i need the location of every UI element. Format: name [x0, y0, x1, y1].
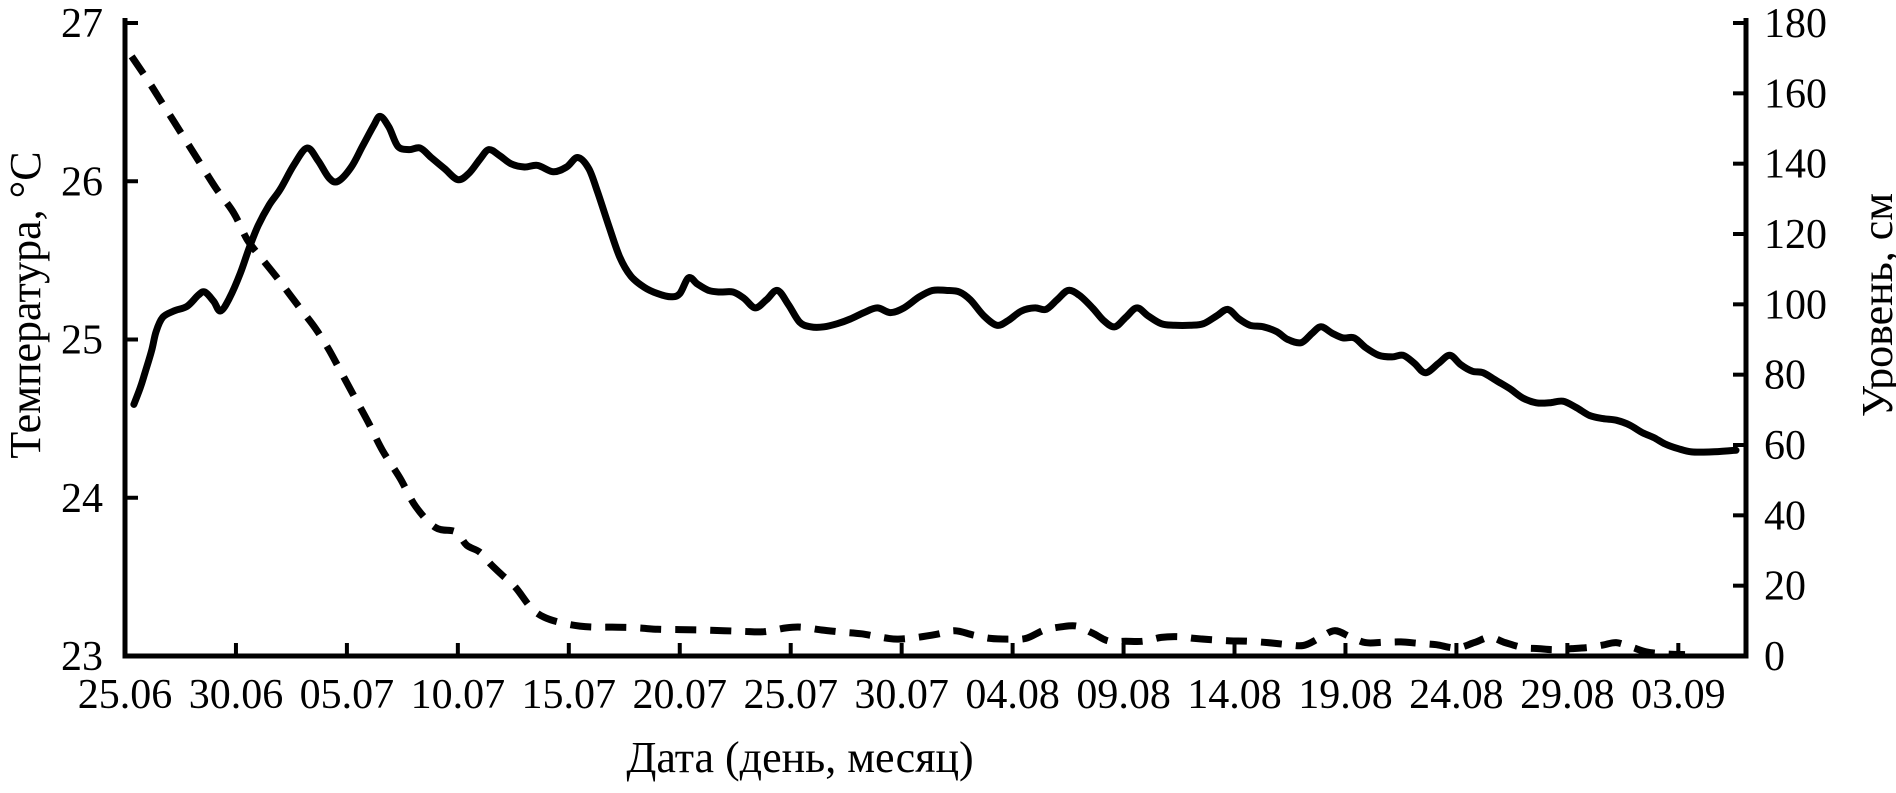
x-tick-label: 19.08 [1298, 672, 1393, 718]
y-right-tick-label: 100 [1764, 282, 1827, 328]
y-right-tick-label: 60 [1764, 423, 1806, 469]
y-left-tick-label: 24 [61, 476, 103, 522]
x-tick-label: 30.07 [854, 672, 949, 718]
x-tick-label: 04.08 [965, 672, 1060, 718]
x-tick-label: 10.07 [411, 672, 506, 718]
y-left-axis-title: Температура, °C [1, 151, 50, 459]
x-tick-label: 24.08 [1409, 672, 1504, 718]
y-left-tick-label: 26 [61, 159, 103, 205]
y-right-tick-label: 40 [1764, 493, 1806, 539]
x-tick-label: 29.08 [1520, 672, 1615, 718]
y-right-tick-label: 20 [1764, 564, 1806, 610]
x-tick-label: 30.06 [189, 672, 284, 718]
y-right-tick-label: 80 [1764, 353, 1806, 399]
x-tick-label: 25.06 [78, 672, 173, 718]
y-left-tick-label: 27 [61, 1, 103, 47]
y-right-tick-label: 160 [1764, 71, 1827, 117]
y-left-tick-label: 25 [61, 318, 103, 364]
y-left-tick-label: 23 [61, 634, 103, 680]
x-axis-title: Дата (день, месяц) [626, 733, 974, 782]
x-tick-label: 20.07 [633, 672, 728, 718]
x-tick-label: 03.09 [1631, 672, 1726, 718]
x-tick-label: 05.07 [300, 672, 395, 718]
level-line [128, 54, 1686, 659]
y-right-axis-title: Уровень, см [1853, 192, 1896, 418]
x-tick-label: 15.07 [522, 672, 617, 718]
x-tick-label: 25.07 [743, 672, 838, 718]
y-right-tick-label: 0 [1764, 634, 1785, 680]
y-right-tick-label: 180 [1764, 1, 1827, 47]
y-right-tick-label: 120 [1764, 212, 1827, 258]
temperature-line [130, 112, 1740, 456]
y-right-tick-label: 140 [1764, 142, 1827, 188]
x-tick-label: 14.08 [1187, 672, 1282, 718]
x-tick-label: 09.08 [1076, 672, 1171, 718]
